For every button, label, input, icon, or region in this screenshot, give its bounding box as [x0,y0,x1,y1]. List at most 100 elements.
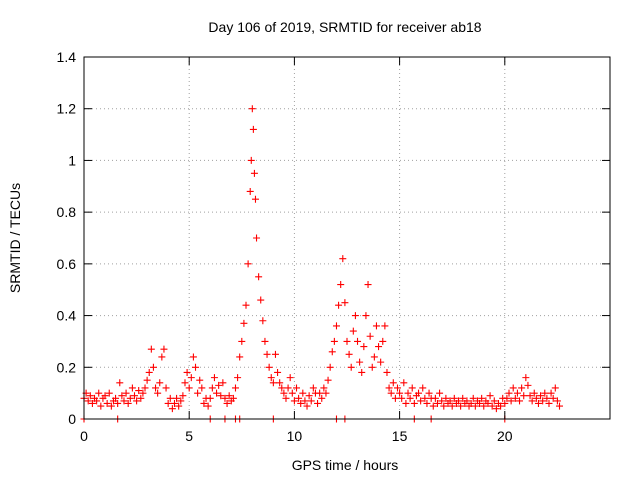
data-point [351,312,359,320]
data-point [505,389,513,397]
data-point [179,392,187,400]
data-point [349,327,357,335]
data-point [366,332,374,340]
data-point [556,402,564,410]
data-point [128,384,136,392]
y-tick-label: 1.4 [57,49,77,65]
data-point [322,389,330,397]
data-point [173,394,181,402]
data-point [423,399,431,407]
data-point [86,392,94,400]
data-point [299,389,307,397]
data-point [543,394,551,402]
y-tick-label: 0.4 [57,308,77,324]
data-point [549,394,557,402]
data-point [457,402,465,410]
data-point [488,402,496,410]
data-point [541,389,549,397]
data-point [168,405,176,413]
data-point [551,384,559,392]
data-point [290,397,298,405]
data-point [250,169,258,177]
x-tick-label: 10 [287,428,303,444]
data-point [545,399,553,407]
data-point [229,394,237,402]
data-point [539,397,547,405]
data-point [255,273,263,281]
data-point [484,399,492,407]
x-tick-label: 5 [185,428,193,444]
data-point [135,387,143,395]
data-point [303,402,311,410]
data-point [84,397,92,405]
data-point [185,384,193,392]
data-markers [80,105,564,423]
data-point [404,389,412,397]
data-point [425,389,433,397]
data-point [417,397,425,405]
data-point [120,397,128,405]
data-point [387,389,395,397]
data-point [95,389,103,397]
data-point [221,394,229,402]
data-point [368,363,376,371]
data-point [330,337,338,345]
chart-title: Day 106 of 2019, SRMTID for receiver ab1… [208,19,481,35]
data-point [274,368,282,376]
data-point [537,392,545,400]
data-point [192,363,200,371]
y-tick-label: 1.2 [57,101,77,117]
data-point [492,405,500,413]
data-point [166,394,174,402]
data-point [385,384,393,392]
data-point [478,394,486,402]
data-point [118,392,126,400]
data-point [116,379,124,387]
data-point [196,376,204,384]
data-point [415,389,423,397]
data-point [402,399,410,407]
data-point [257,296,265,304]
data-point [267,374,275,382]
y-tick-label: 0 [68,411,76,427]
data-point [324,376,332,384]
data-point [215,381,223,389]
data-point [223,399,231,407]
data-point [107,402,115,410]
data-point [316,389,324,397]
data-point [343,337,351,345]
data-point [236,353,244,361]
data-point [526,392,534,400]
data-point [143,376,151,384]
data-point [158,353,166,361]
data-point [295,394,303,402]
data-point [278,384,286,392]
data-point [271,350,279,358]
data-point [301,397,309,405]
y-tick-label: 0.6 [57,256,77,272]
data-point [431,394,439,402]
data-point [328,348,336,356]
data-point [240,319,248,327]
data-point [231,384,239,392]
data-point [261,337,269,345]
data-point [141,384,149,392]
data-point [379,337,387,345]
data-point [247,156,255,164]
data-point [459,394,467,402]
data-point [396,389,404,397]
data-point [208,384,216,392]
data-point [511,394,519,402]
data-point [433,399,441,407]
data-point [154,389,162,397]
data-point [305,392,313,400]
data-point [419,384,427,392]
data-point [381,322,389,330]
data-point [309,384,317,392]
data-point [476,399,484,407]
data-point [446,397,454,405]
data-point [507,397,515,405]
data-point [103,399,111,407]
data-point [149,363,157,371]
data-point [189,353,197,361]
